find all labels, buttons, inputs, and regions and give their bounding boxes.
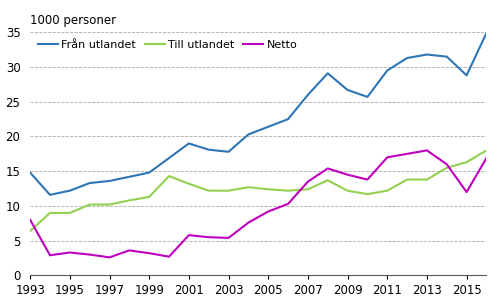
- Netto: [365, 178, 370, 181]
- Från utlandet: [246, 133, 251, 136]
- Line: Netto: Netto: [30, 150, 487, 257]
- Från utlandet: [206, 148, 212, 152]
- Netto: [166, 255, 172, 258]
- Till utlandet: [463, 160, 469, 164]
- Från utlandet: [107, 179, 113, 183]
- Netto: [87, 253, 92, 256]
- Från utlandet: [424, 53, 430, 56]
- Netto: [384, 155, 390, 159]
- Netto: [47, 253, 53, 257]
- Legend: Från utlandet, Till utlandet, Netto: Från utlandet, Till utlandet, Netto: [36, 38, 300, 52]
- Till utlandet: [126, 198, 132, 202]
- Från utlandet: [484, 31, 490, 35]
- Netto: [107, 255, 113, 259]
- Netto: [67, 251, 73, 254]
- Från utlandet: [226, 150, 232, 154]
- Netto: [265, 210, 271, 213]
- Till utlandet: [186, 182, 192, 185]
- Till utlandet: [87, 203, 92, 206]
- Från utlandet: [146, 171, 152, 175]
- Från utlandet: [404, 56, 410, 60]
- Från utlandet: [365, 95, 370, 99]
- Från utlandet: [265, 125, 271, 128]
- Från utlandet: [384, 69, 390, 72]
- Till utlandet: [226, 189, 232, 192]
- Line: Till utlandet: Till utlandet: [30, 150, 487, 231]
- Från utlandet: [186, 142, 192, 145]
- Netto: [206, 235, 212, 239]
- Netto: [146, 251, 152, 255]
- Till utlandet: [146, 195, 152, 199]
- Netto: [126, 248, 132, 252]
- Netto: [186, 233, 192, 237]
- Till utlandet: [444, 166, 450, 170]
- Netto: [484, 156, 490, 160]
- Text: 1000 personer: 1000 personer: [30, 15, 116, 28]
- Till utlandet: [365, 192, 370, 196]
- Från utlandet: [444, 55, 450, 58]
- Netto: [27, 218, 33, 222]
- Till utlandet: [404, 178, 410, 181]
- Från utlandet: [47, 193, 53, 197]
- Till utlandet: [305, 188, 311, 191]
- Från utlandet: [344, 88, 350, 92]
- Till utlandet: [384, 189, 390, 192]
- Netto: [226, 236, 232, 240]
- Från utlandet: [285, 117, 291, 121]
- Till utlandet: [47, 211, 53, 215]
- Netto: [325, 167, 331, 170]
- Från utlandet: [305, 93, 311, 97]
- Netto: [246, 221, 251, 225]
- Till utlandet: [265, 188, 271, 191]
- Till utlandet: [166, 174, 172, 178]
- Till utlandet: [344, 189, 350, 192]
- Netto: [305, 180, 311, 183]
- Från utlandet: [166, 156, 172, 160]
- Netto: [285, 202, 291, 206]
- Från utlandet: [87, 181, 92, 185]
- Till utlandet: [107, 203, 113, 206]
- Från utlandet: [325, 72, 331, 75]
- Till utlandet: [67, 211, 73, 215]
- Till utlandet: [285, 189, 291, 192]
- Till utlandet: [424, 178, 430, 181]
- Från utlandet: [126, 175, 132, 178]
- Till utlandet: [206, 189, 212, 192]
- Från utlandet: [27, 171, 33, 175]
- Från utlandet: [463, 74, 469, 77]
- Netto: [344, 173, 350, 177]
- Från utlandet: [67, 189, 73, 192]
- Netto: [444, 162, 450, 166]
- Till utlandet: [27, 229, 33, 233]
- Netto: [404, 152, 410, 156]
- Netto: [463, 190, 469, 194]
- Till utlandet: [246, 185, 251, 189]
- Till utlandet: [484, 148, 490, 152]
- Till utlandet: [325, 178, 331, 182]
- Netto: [424, 148, 430, 152]
- Line: Från utlandet: Från utlandet: [30, 33, 487, 195]
